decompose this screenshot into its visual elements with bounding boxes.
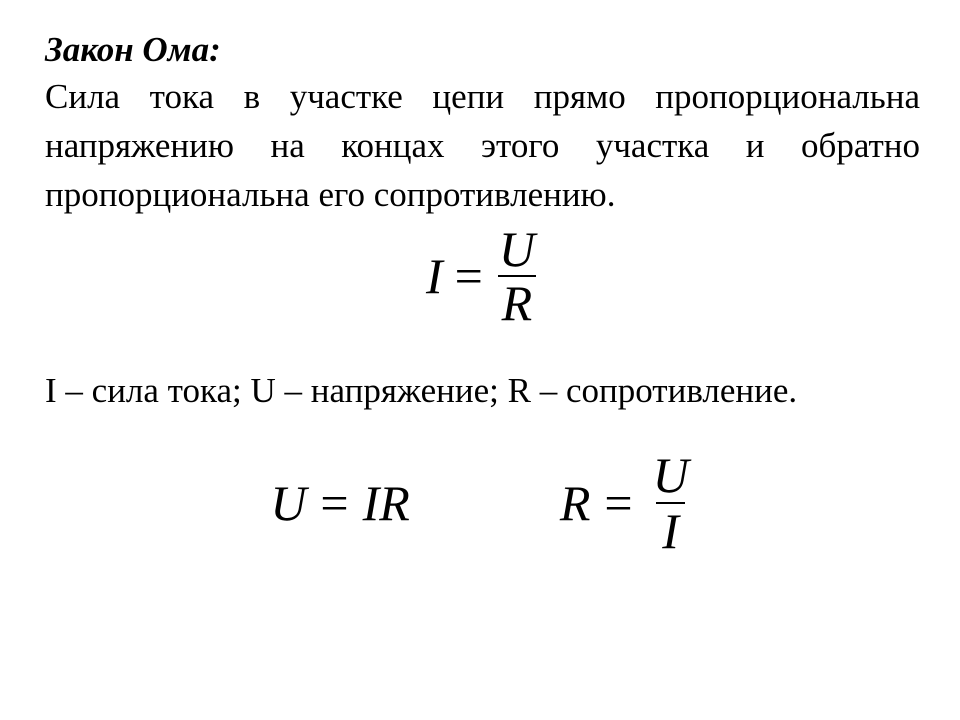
legend-u-text: – напряжение;	[276, 371, 508, 410]
legend-r-symbol: R	[508, 371, 531, 410]
fraction-u-over-r: U R	[495, 224, 539, 328]
formula-u-left: U	[270, 474, 306, 532]
formula-u-equals-ir: U = IR	[270, 474, 410, 532]
fraction-u-over-i: U I	[647, 450, 695, 556]
main-formula: I = U R	[426, 224, 539, 328]
law-title: Закон Ома:	[45, 30, 920, 70]
secondary-formulas-row: U = IR R = U I	[45, 450, 920, 556]
variable-legend: I – сила тока; U – напряжение; R – сопро…	[45, 366, 920, 415]
numerator-u-2: U	[647, 450, 695, 502]
denominator-r: R	[498, 275, 537, 328]
law-description: Сила тока в участке цепи прямо пропорцио…	[45, 72, 920, 219]
main-formula-container: I = U R	[45, 224, 920, 328]
legend-u-symbol: U	[251, 371, 276, 410]
equals-sign-u: =	[320, 474, 348, 532]
formula-r-left: R	[560, 474, 591, 532]
equals-sign: =	[455, 247, 483, 305]
formula-left-i: I	[426, 247, 443, 305]
legend-r-text: – сопротивление.	[531, 371, 797, 410]
formula-r-equals-u-over-i: R = U I	[560, 450, 695, 556]
legend-i-text: – сила тока;	[57, 371, 251, 410]
equals-sign-r: =	[604, 474, 632, 532]
legend-i-symbol: I	[45, 371, 57, 410]
numerator-u: U	[495, 224, 539, 275]
formula-u-right: IR	[363, 474, 410, 532]
denominator-i: I	[656, 502, 685, 556]
